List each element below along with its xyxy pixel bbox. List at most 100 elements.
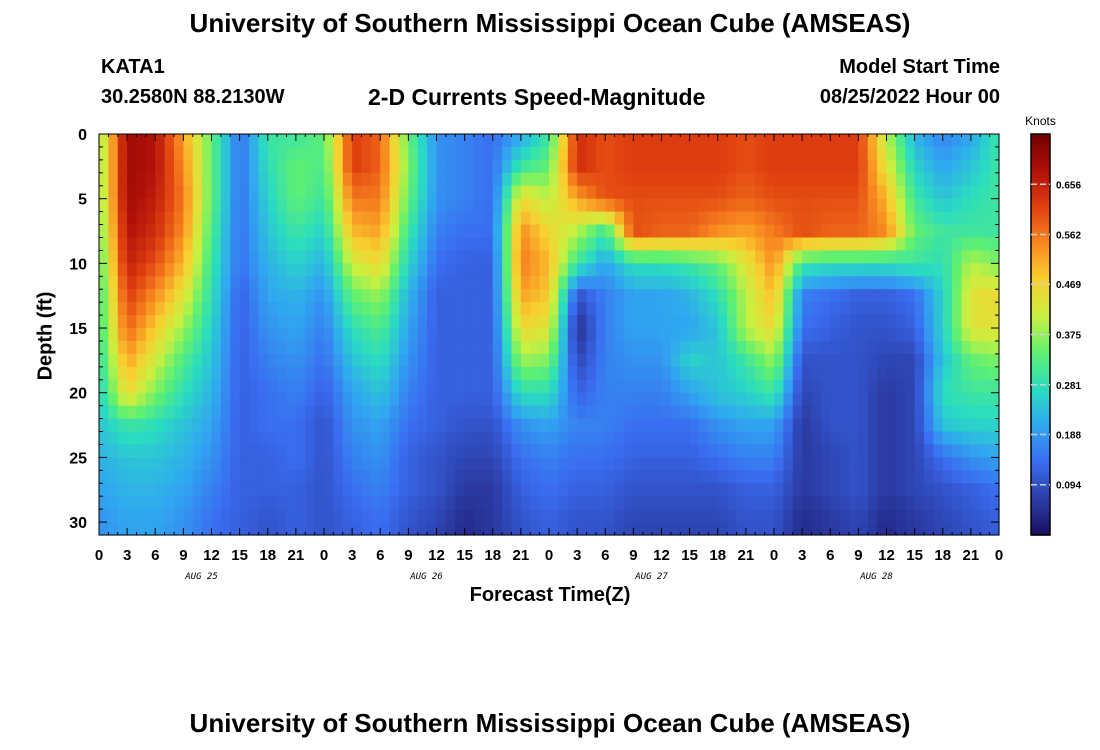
- heatmap-cell: [305, 366, 316, 381]
- heatmap-cell: [689, 302, 700, 316]
- heatmap-cell: [549, 159, 559, 174]
- heatmap-cell: [127, 198, 138, 213]
- heatmap-cell: [333, 496, 344, 510]
- heatmap-cell: [961, 483, 972, 497]
- heatmap-cell: [849, 289, 859, 303]
- colorbar-segment: [1031, 287, 1050, 292]
- heatmap-cell: [699, 509, 709, 523]
- colorbar-segment: [1031, 401, 1050, 406]
- heatmap-cell: [961, 522, 972, 536]
- heatmap-cell: [520, 237, 531, 252]
- heatmap-cell: [408, 418, 419, 433]
- heatmap-cell: [699, 483, 709, 497]
- heatmap-cell: [745, 470, 756, 484]
- heatmap-cell: [211, 185, 222, 200]
- heatmap-cell: [295, 315, 306, 329]
- heatmap-cell: [755, 379, 766, 394]
- colorbar-segment: [1031, 217, 1050, 222]
- heatmap-cell: [614, 470, 625, 484]
- heatmap-cell: [989, 302, 1000, 316]
- heatmap-cell: [774, 263, 784, 277]
- heatmap-cell: [399, 276, 409, 290]
- heatmap-cell: [361, 496, 372, 510]
- heatmap-cell: [127, 315, 138, 329]
- heatmap-cell: [924, 198, 934, 213]
- heatmap-cell: [867, 444, 878, 458]
- heatmap-cell: [305, 134, 316, 148]
- colorbar-segment: [1031, 291, 1050, 295]
- heatmap-cell: [839, 263, 850, 277]
- heatmap-cell: [511, 211, 522, 226]
- heatmap-cell: [239, 340, 250, 355]
- heatmap-cell: [905, 172, 916, 187]
- heatmap-cell: [483, 496, 494, 510]
- heatmap-cell: [136, 522, 147, 536]
- heatmap-cell: [745, 185, 756, 200]
- heatmap-cell: [933, 431, 944, 446]
- heatmap-cell: [314, 379, 325, 394]
- heatmap-cell: [249, 263, 259, 277]
- heatmap-cell: [249, 431, 259, 446]
- heatmap-cell: [342, 302, 353, 316]
- heatmap-cell: [942, 172, 953, 187]
- heatmap-cell: [736, 134, 747, 148]
- heatmap-cell: [942, 211, 953, 226]
- heatmap-cell: [342, 405, 353, 420]
- heatmap-cell: [333, 276, 344, 290]
- heatmap-cell: [230, 353, 241, 368]
- heatmap-cell: [108, 470, 119, 484]
- colorbar-segment: [1031, 247, 1050, 252]
- heatmap-cell: [952, 263, 963, 277]
- heatmap-cell: [380, 496, 391, 510]
- heatmap-cell: [605, 159, 616, 174]
- heatmap-cell: [745, 276, 756, 290]
- heatmap-cell: [417, 276, 428, 290]
- heatmap-cell: [202, 470, 213, 484]
- heatmap-cell: [380, 185, 391, 200]
- heatmap-cell: [867, 470, 878, 484]
- heatmap-cell: [239, 237, 250, 252]
- heatmap-cell: [549, 172, 559, 187]
- heatmap-cell: [717, 302, 728, 316]
- heatmap-cell: [736, 211, 747, 226]
- heatmap-cell: [258, 224, 269, 239]
- heatmap-cell: [539, 211, 550, 226]
- heatmap-cell: [202, 263, 213, 277]
- heatmap-cell: [342, 263, 353, 277]
- heatmap-cell: [295, 444, 306, 458]
- heatmap-cell: [867, 522, 878, 536]
- heatmap-cell: [783, 224, 794, 239]
- heatmap-cell: [342, 418, 353, 433]
- heatmap-cell: [970, 470, 981, 484]
- heatmap-cell: [642, 146, 653, 161]
- heatmap-cell: [745, 366, 756, 381]
- heatmap-cell: [558, 159, 569, 174]
- heatmap-cell: [830, 392, 841, 407]
- heatmap-cell: [952, 496, 963, 510]
- heatmap-cell: [867, 211, 878, 226]
- heatmap-cell: [792, 289, 803, 303]
- heatmap-cell: [352, 392, 363, 407]
- heatmap-cell: [164, 315, 175, 329]
- heatmap-cell: [352, 431, 363, 446]
- heatmap-cell: [736, 263, 747, 277]
- heatmap-cell: [399, 224, 409, 239]
- heatmap-cell: [952, 250, 963, 264]
- colorbar-segment: [1031, 464, 1050, 469]
- heatmap-cell: [399, 198, 409, 213]
- heatmap-cell: [895, 509, 906, 523]
- heatmap-cell: [342, 483, 353, 497]
- heatmap-cell: [155, 392, 166, 407]
- heatmap-cell: [380, 315, 391, 329]
- heatmap-cell: [849, 470, 859, 484]
- heatmap-cell: [745, 302, 756, 316]
- heatmap-cell: [802, 392, 813, 407]
- heatmap-cell: [155, 418, 166, 433]
- heatmap-cell: [802, 379, 813, 394]
- heatmap-cell: [745, 250, 756, 264]
- heatmap-cell: [764, 379, 775, 394]
- heatmap-cell: [108, 289, 119, 303]
- heatmap-cell: [989, 328, 1000, 342]
- heatmap-cell: [558, 392, 569, 407]
- heatmap-cell: [774, 159, 784, 174]
